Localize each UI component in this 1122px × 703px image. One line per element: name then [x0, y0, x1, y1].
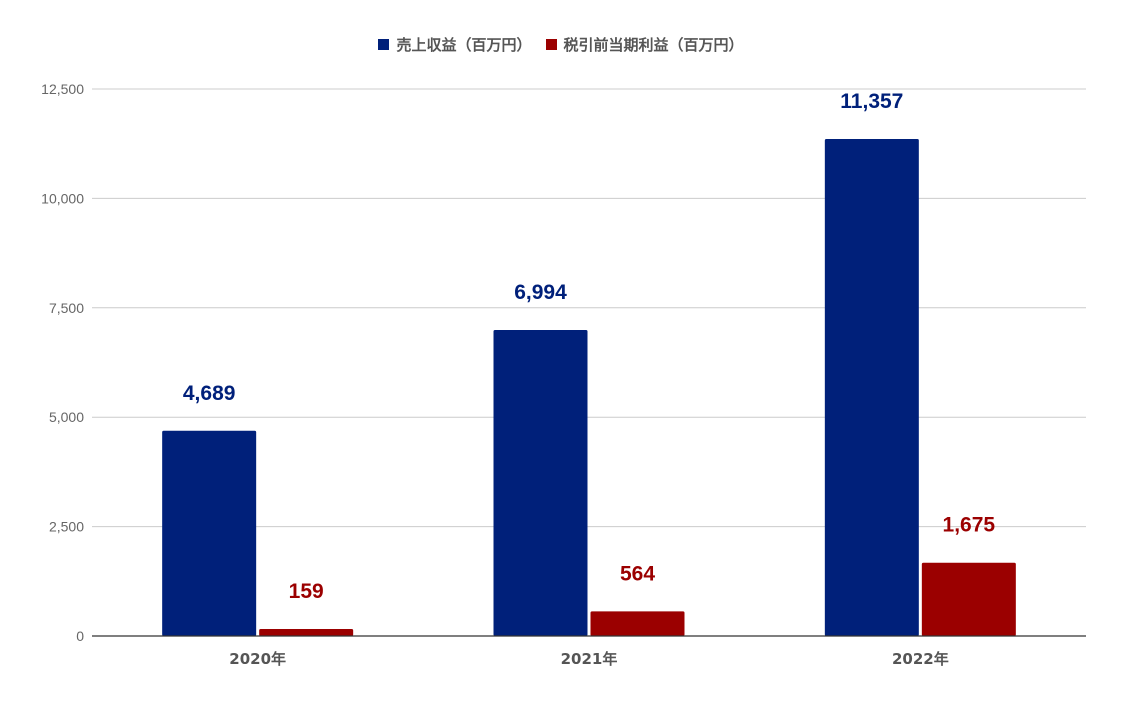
y-tick-label: 0: [76, 628, 84, 644]
bar-pretax-profit: [921, 562, 1016, 636]
data-label: 6,994: [514, 281, 567, 304]
bar-revenue: [824, 139, 919, 636]
x-tick-label: 2021年: [561, 650, 618, 668]
legend-label-pretax-profit: 税引前当期利益（百万円）: [563, 36, 744, 54]
bar-pretax-profit: [259, 629, 354, 636]
legend-swatch-revenue: [378, 39, 390, 50]
legend-item-revenue: 売上収益（百万円）: [378, 34, 532, 55]
y-tick-label: 12,500: [41, 81, 84, 97]
legend-label-revenue: 売上収益（百万円）: [396, 36, 532, 54]
bar-revenue: [162, 430, 257, 636]
data-label: 564: [620, 562, 655, 585]
x-tick-label: 2020年: [229, 650, 286, 668]
data-label: 1,675: [943, 514, 996, 537]
y-tick-label: 2,500: [49, 519, 84, 535]
data-label: 4,689: [183, 382, 236, 405]
y-tick-label: 5,000: [49, 409, 84, 425]
bar-revenue: [493, 329, 588, 636]
y-tick-label: 7,500: [49, 300, 84, 316]
data-label: 11,357: [840, 90, 903, 113]
legend-swatch-pretax-profit: [545, 39, 557, 50]
legend-item-pretax-profit: 税引前当期利益（百万円）: [545, 34, 744, 55]
data-label: 159: [289, 580, 324, 603]
chart-legend: 売上収益（百万円） 税引前当期利益（百万円）: [0, 34, 1122, 55]
x-tick-label: 2022年: [892, 650, 949, 668]
y-tick-label: 10,000: [41, 190, 84, 206]
bar-pretax-profit: [590, 611, 685, 636]
